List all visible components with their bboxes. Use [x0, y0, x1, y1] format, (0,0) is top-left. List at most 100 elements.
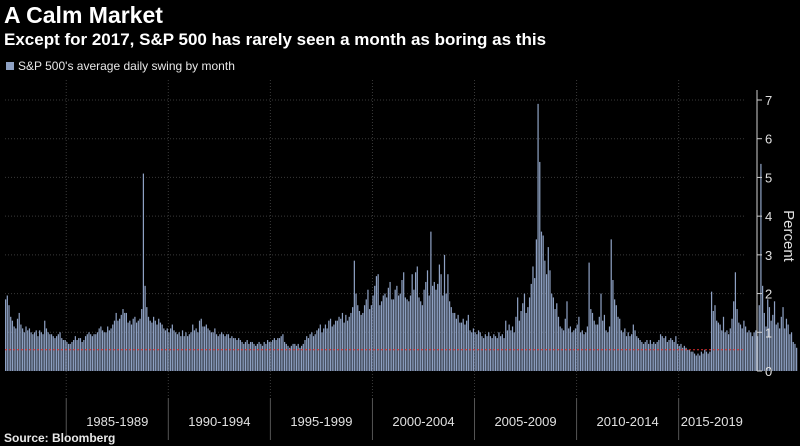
bar [253, 343, 255, 371]
bar [379, 305, 381, 371]
bar [562, 330, 565, 371]
bar [311, 332, 313, 371]
bar [632, 324, 634, 371]
bar [494, 336, 497, 371]
bar [141, 309, 143, 371]
bar [615, 305, 617, 371]
bar [357, 305, 359, 371]
bar [113, 320, 116, 371]
bar [100, 326, 102, 371]
bar [796, 347, 798, 371]
bar [787, 324, 789, 371]
bar [751, 336, 754, 371]
bar [483, 338, 485, 371]
bar [95, 334, 97, 371]
bar [794, 343, 796, 371]
bar [93, 334, 95, 371]
bar [700, 351, 702, 371]
bar [35, 330, 37, 371]
bar [676, 343, 679, 371]
bar [120, 314, 122, 371]
bar [44, 320, 46, 371]
bar [726, 330, 728, 371]
bar [59, 332, 61, 371]
legend-swatch [6, 62, 14, 70]
bar [452, 312, 454, 371]
bar [772, 314, 774, 371]
bar [539, 161, 541, 371]
bar [767, 299, 769, 371]
bar [268, 341, 270, 371]
bar [668, 340, 670, 371]
bar [629, 336, 631, 371]
bar [50, 334, 53, 371]
bar [547, 247, 549, 371]
bar [758, 305, 760, 371]
bar [37, 336, 39, 371]
bar [702, 353, 704, 371]
bar [49, 334, 51, 371]
bar [542, 235, 544, 371]
bar [107, 326, 109, 371]
bar [498, 332, 500, 371]
bar [687, 349, 689, 371]
bar [607, 332, 609, 371]
bar [692, 351, 694, 371]
y-tick-label: 6 [765, 132, 772, 147]
bar [258, 341, 260, 371]
bar [215, 334, 218, 371]
bar [641, 341, 643, 371]
bar [261, 345, 264, 371]
bar [331, 326, 333, 371]
bar [239, 340, 241, 371]
bar [122, 309, 124, 371]
bar [265, 343, 267, 371]
bar [127, 322, 129, 371]
bar [198, 320, 201, 371]
bar [688, 349, 691, 371]
bar [602, 320, 604, 371]
bar [79, 338, 82, 371]
bar [142, 173, 145, 371]
bar [352, 307, 354, 371]
bar [792, 341, 794, 371]
bar [324, 324, 327, 371]
bar [11, 320, 14, 371]
bar [493, 334, 495, 371]
bar [20, 324, 22, 371]
bar [321, 332, 323, 371]
bar [447, 274, 449, 371]
bar [229, 338, 231, 371]
bar [280, 336, 282, 371]
bar [467, 314, 469, 371]
bar [244, 341, 247, 371]
bar [294, 343, 296, 371]
bar [71, 341, 73, 371]
bar [16, 318, 19, 371]
bar [739, 324, 742, 371]
bar [673, 341, 675, 371]
bar [571, 332, 573, 371]
bar [341, 312, 344, 371]
bar [13, 326, 15, 371]
bar [627, 332, 629, 371]
bar [659, 334, 662, 371]
bar [372, 295, 374, 371]
bar [466, 320, 468, 371]
bar [389, 281, 391, 371]
bar [408, 301, 410, 371]
bar [18, 312, 20, 371]
bar [282, 334, 284, 371]
bar [90, 334, 92, 371]
bar [734, 272, 737, 371]
y-tick-label: 4 [765, 209, 772, 224]
bar [278, 338, 281, 371]
bar [195, 328, 197, 371]
bar [338, 316, 340, 371]
bar [525, 312, 527, 371]
bar [518, 320, 520, 371]
bar [112, 324, 114, 371]
bar [755, 330, 757, 371]
x-tick-label: 2015-2019 [681, 414, 743, 429]
bar [510, 330, 512, 371]
